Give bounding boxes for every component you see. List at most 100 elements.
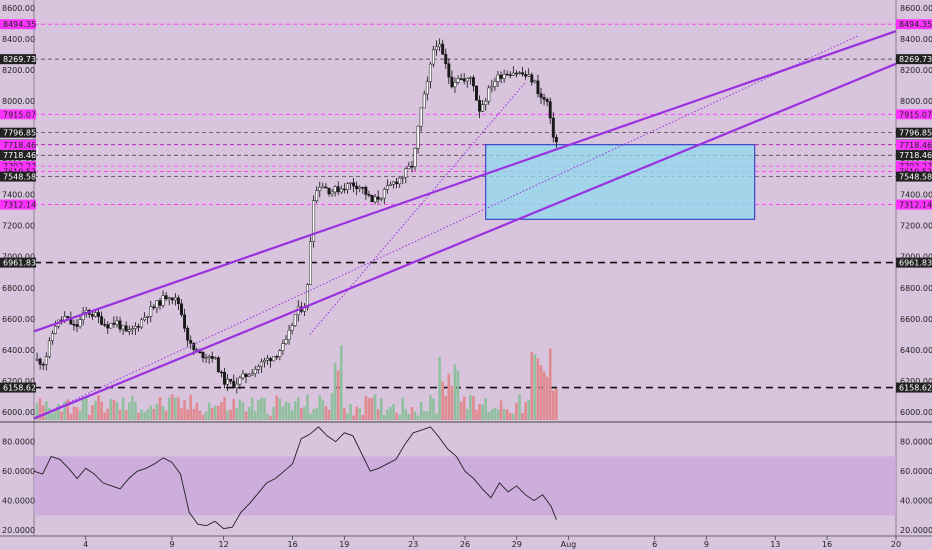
candle-body: [287, 329, 291, 340]
candle-body: [176, 297, 180, 305]
volume-bar: [536, 358, 540, 420]
candle-body: [235, 383, 239, 388]
volume-bar: [330, 392, 334, 420]
volume-bar: [75, 407, 79, 420]
volume-bar: [530, 351, 534, 420]
candles: [35, 38, 558, 394]
volume-bar: [244, 411, 248, 420]
volume-bar: [324, 405, 328, 420]
level-label-left-bg: [0, 109, 36, 120]
x-tick-label: 9: [704, 540, 709, 549]
volume-bar: [140, 409, 143, 420]
candle-body: [321, 186, 325, 189]
volume-bar: [456, 370, 460, 420]
candle-body: [401, 176, 405, 179]
volume-bar: [198, 410, 202, 420]
volume-bar: [382, 414, 386, 420]
candle-body: [263, 359, 266, 363]
volume-bar: [161, 406, 165, 420]
level-label-left: 7718.46: [3, 141, 36, 150]
volume-bar: [333, 363, 337, 420]
volume-bar: [137, 412, 140, 420]
x-tick-label: 6: [652, 540, 657, 549]
candle-body: [140, 319, 143, 328]
volume-bar: [306, 394, 309, 420]
level-label-right-bg: [896, 382, 932, 393]
trend-lines[interactable]: [33, 30, 897, 420]
candle-body: [130, 328, 134, 331]
candle-body: [327, 187, 331, 195]
candle-body: [247, 374, 251, 377]
level-label-right-bg: [896, 166, 932, 177]
volume-bar: [551, 390, 555, 420]
volume-bar: [189, 394, 193, 420]
level-label-left-bg: [0, 199, 36, 210]
y-tick-label-left: 6800.00: [2, 284, 35, 293]
volume-bar: [41, 405, 45, 420]
volume-bar: [143, 411, 146, 420]
level-label-left-bg: [0, 166, 36, 177]
candle-body: [345, 183, 349, 190]
level-label-left: 6158.62: [3, 384, 36, 393]
volume-bar: [207, 402, 211, 420]
candle-body: [78, 319, 82, 327]
x-tick-label: 16: [822, 540, 832, 549]
candle-body: [272, 356, 276, 362]
candle-body: [358, 186, 362, 189]
level-label-left: 8494.35: [3, 20, 36, 29]
x-tick-label: 23: [408, 540, 418, 549]
volume-bar: [555, 388, 558, 420]
volume-bar: [57, 403, 60, 420]
volume-bar: [346, 413, 349, 420]
x-tick-label: 19: [339, 540, 349, 549]
candle-body: [407, 166, 411, 170]
candle-body: [551, 117, 555, 138]
volume-bar: [152, 408, 156, 420]
volume-bar: [201, 414, 205, 420]
volume-bar: [349, 404, 352, 420]
level-label-right-bg: [896, 127, 932, 138]
candle-body: [38, 358, 42, 365]
volume-bar: [278, 398, 282, 420]
volume-bar: [426, 411, 429, 420]
volume-bar: [413, 411, 417, 420]
candle-body: [404, 168, 408, 178]
candle-body: [183, 314, 187, 329]
volume-bar: [364, 395, 368, 420]
candle-body: [352, 182, 356, 187]
candle-body: [475, 85, 478, 101]
y-tick-label-left: 7400.00: [2, 190, 35, 199]
volume-bar: [269, 415, 272, 420]
volume-bar: [121, 397, 125, 420]
volume-bar: [229, 409, 232, 420]
level-label-right-bg: [896, 257, 932, 268]
volume-bar: [186, 409, 189, 420]
x-tick-label: 12: [219, 540, 229, 549]
candle-body: [213, 357, 217, 360]
zone-box: [485, 144, 756, 220]
volume-bar: [174, 397, 177, 420]
volume-bar: [419, 401, 423, 420]
volume-bar: [303, 406, 306, 420]
candle-body: [259, 361, 263, 367]
candle-body: [170, 297, 174, 301]
candle-body: [253, 369, 257, 374]
volume-bar: [72, 406, 76, 420]
level-label-right: 8269.73: [899, 55, 932, 64]
candle-body: [309, 241, 312, 285]
volume-bar: [131, 396, 134, 420]
target-zone[interactable]: [485, 144, 756, 220]
candle-body: [527, 74, 531, 77]
y-tick-label-left: 8000.00: [2, 97, 35, 106]
volume-bars: [35, 345, 558, 420]
volume-bar: [407, 413, 411, 420]
rsi-tick-label-left: 60.0000: [2, 467, 35, 476]
volume-bar: [376, 409, 380, 420]
volume-bar: [293, 401, 297, 420]
rsi-tick-label-right: 80.0000: [900, 438, 932, 447]
candle-body: [275, 356, 279, 358]
candle-body: [244, 373, 248, 377]
y-tick-label-right: 8000.00: [900, 97, 932, 106]
candle-body: [465, 78, 469, 82]
